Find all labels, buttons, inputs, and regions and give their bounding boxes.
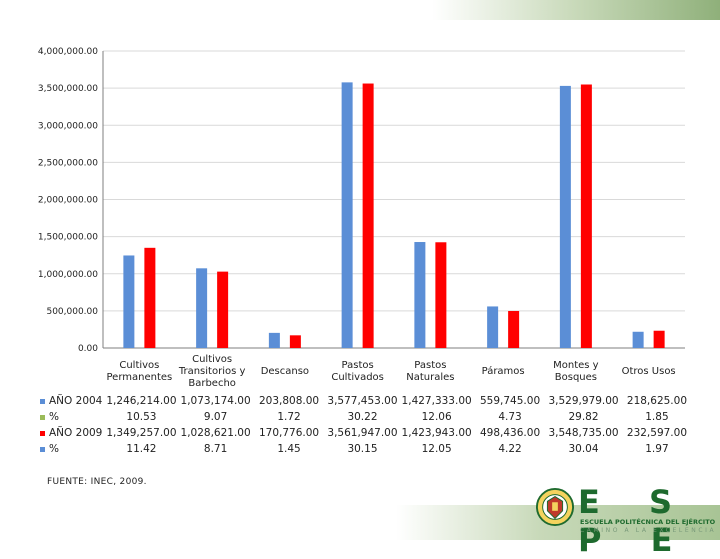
category-label: Cultivados bbox=[331, 372, 384, 383]
table-cell: 1.97 bbox=[645, 443, 669, 455]
y-tick-label: 1,000,000.00 bbox=[38, 270, 98, 280]
table-cell: 232,597.00 bbox=[626, 427, 688, 439]
bar-2004-4 bbox=[414, 242, 426, 348]
logo-motto: CAMINO A LA EXCELENCIA bbox=[580, 527, 717, 534]
category-label: Pastos bbox=[342, 360, 374, 371]
bar-2004-0 bbox=[123, 255, 135, 348]
table-cell: 8.71 bbox=[203, 443, 228, 455]
table-cell: 3,529,979.00 bbox=[548, 395, 619, 407]
logo-institution: ESCUELA POLITÉCNICA DEL EJÉRCITO bbox=[580, 518, 716, 526]
table-cell: 4.22 bbox=[498, 443, 522, 455]
category-labels: CultivosPermanentesCultivosTransitorios … bbox=[107, 354, 676, 389]
bar-2009-4 bbox=[435, 242, 447, 348]
y-tick-label: 2,000,000.00 bbox=[38, 196, 98, 206]
bar-2009-0 bbox=[144, 247, 156, 348]
table-cell: 1,427,333.00 bbox=[401, 395, 472, 407]
category-label: Permanentes bbox=[107, 372, 173, 383]
gridlines bbox=[102, 50, 685, 349]
bars bbox=[123, 82, 665, 349]
table-cell: 29.82 bbox=[568, 411, 599, 423]
bar-2009-6 bbox=[580, 84, 592, 349]
y-tick-label: 3,500,000.00 bbox=[38, 84, 98, 94]
table-cell: 1,073,174.00 bbox=[180, 395, 251, 407]
table-cell: 30.04 bbox=[568, 443, 599, 455]
table-row: AÑO 2004 1,246,214.00 1,073,174.00 203,808.… bbox=[40, 393, 693, 409]
category-label: Otros Usos bbox=[622, 366, 676, 377]
y-tick-label: 500,000.00 bbox=[46, 307, 98, 317]
table-cell: 12.06 bbox=[421, 411, 452, 423]
table-cell: 559,745.00 bbox=[480, 395, 541, 407]
table-row: AÑO 2009 1,349,257.00 1,028,621.00 170,776.… bbox=[40, 425, 693, 441]
table-cell: 3,548,735.00 bbox=[548, 427, 619, 439]
table-cell: 9.07 bbox=[203, 411, 228, 423]
legend-swatch bbox=[40, 446, 45, 452]
category-label: Cultivos bbox=[192, 354, 232, 365]
bar-2004-6 bbox=[559, 85, 571, 349]
table-cell: 11.42 bbox=[126, 443, 157, 455]
data-table: AÑO 2004 1,246,214.00 1,073,174.00 203,808.… bbox=[40, 393, 693, 457]
table-cell: 3,561,947.00 bbox=[327, 427, 398, 439]
table-cell: 1,423,943.00 bbox=[401, 427, 472, 439]
category-label: Descanso bbox=[261, 366, 309, 377]
table-cell: 12.05 bbox=[421, 443, 452, 455]
category-label: Páramos bbox=[482, 365, 525, 377]
bar-2009-3 bbox=[362, 83, 374, 348]
table-cell: 10.53 bbox=[126, 411, 157, 423]
table-cell: 1,028,621.00 bbox=[180, 427, 251, 439]
category-label: Naturales bbox=[406, 372, 454, 383]
y-tick-label: 1,500,000.00 bbox=[38, 233, 98, 243]
y-tick-label: 0.00 bbox=[78, 344, 98, 354]
row-label: % bbox=[40, 409, 104, 425]
category-label: Pastos bbox=[414, 360, 446, 371]
table-cell: 1.85 bbox=[645, 411, 669, 423]
row-label: % bbox=[40, 441, 104, 457]
table-cell: 1.45 bbox=[277, 443, 301, 455]
bar-2004-1 bbox=[196, 268, 208, 348]
category-label: Cultivos bbox=[119, 360, 159, 371]
bar-2004-2 bbox=[268, 332, 280, 348]
table-cell: 30.15 bbox=[347, 443, 378, 455]
table-cell: 203,808.00 bbox=[258, 395, 320, 407]
seal-icon bbox=[536, 488, 574, 526]
legend-swatch bbox=[40, 430, 45, 436]
bar-2009-7 bbox=[653, 330, 665, 348]
legend-swatch bbox=[40, 414, 45, 420]
y-tick-label: 3,000,000.00 bbox=[38, 121, 98, 131]
table-cell: 170,776.00 bbox=[258, 427, 320, 439]
category-label: Montes y bbox=[553, 360, 599, 371]
bar-2009-1 bbox=[217, 271, 229, 348]
bar-chart: 0.00 500,000.00 1,000,000.00 1,500,000.00 2,… bbox=[38, 47, 685, 389]
y-tick-label: 4,000,000.00 bbox=[38, 47, 98, 57]
table-cell: 1.72 bbox=[277, 411, 301, 423]
table-cell: 498,436.00 bbox=[480, 427, 541, 439]
legend-swatch bbox=[40, 398, 45, 404]
table-row: % 10.53 9.07 1.72 30.22 12.06 4.73 29.82 1.85 bbox=[40, 409, 693, 425]
source-note: FUENTE: INEC, 2009. bbox=[47, 477, 147, 487]
bar-2009-5 bbox=[508, 310, 520, 348]
header-decoration bbox=[0, 0, 720, 20]
row-label: AÑO 2004 bbox=[40, 393, 104, 409]
espe-logo: E S P E ESCUELA POLITÉCNICA DEL EJÉRCITO… bbox=[532, 483, 720, 559]
category-label: Barbecho bbox=[188, 378, 236, 389]
bar-2009-2 bbox=[289, 335, 301, 348]
table-cell: 4.73 bbox=[498, 411, 522, 423]
table-cell: 3,577,453.00 bbox=[327, 395, 398, 407]
row-label: AÑO 2009 bbox=[40, 425, 104, 441]
table-cell: 1,349,257.00 bbox=[106, 427, 177, 439]
table-cell: 1,246,214.00 bbox=[106, 395, 177, 407]
category-label: Bosques bbox=[555, 372, 597, 383]
bar-2004-7 bbox=[632, 331, 644, 348]
y-tick-label: 2,500,000.00 bbox=[38, 158, 98, 168]
footer-decoration bbox=[0, 505, 720, 540]
bar-2004-3 bbox=[341, 82, 353, 348]
table-row: % 11.42 8.71 1.45 30.15 12.05 4.22 30.04 1.97 bbox=[40, 441, 693, 457]
category-label: Transitorios y bbox=[178, 366, 246, 377]
table-cell: 30.22 bbox=[347, 411, 378, 423]
table-cell: 218,625.00 bbox=[626, 395, 688, 407]
bar-2004-5 bbox=[487, 306, 499, 348]
y-axis-ticks: 0.00 500,000.00 1,000,000.00 1,500,000.00 2,… bbox=[38, 47, 98, 354]
